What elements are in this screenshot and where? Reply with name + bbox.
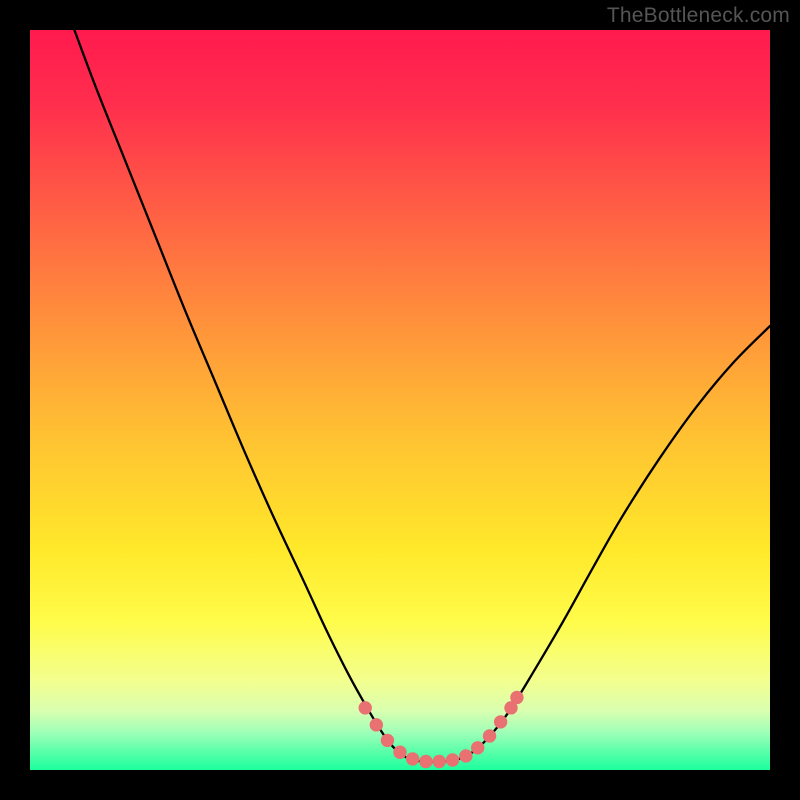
trough-marker <box>420 755 432 767</box>
trough-marker <box>370 719 382 731</box>
trough-marker <box>494 716 506 728</box>
trough-marker <box>406 753 418 765</box>
chart-container: TheBottleneck.com <box>0 0 800 800</box>
bottleneck-chart <box>0 0 800 800</box>
trough-marker <box>433 755 445 767</box>
trough-marker <box>359 702 371 714</box>
plot-gradient-background <box>30 30 770 770</box>
trough-marker <box>394 746 406 758</box>
trough-marker <box>381 734 393 746</box>
watermark-text: TheBottleneck.com <box>607 4 790 28</box>
trough-marker <box>460 750 472 762</box>
trough-marker <box>446 754 458 766</box>
trough-marker <box>511 691 523 703</box>
trough-marker <box>472 742 484 754</box>
trough-marker <box>483 730 495 742</box>
